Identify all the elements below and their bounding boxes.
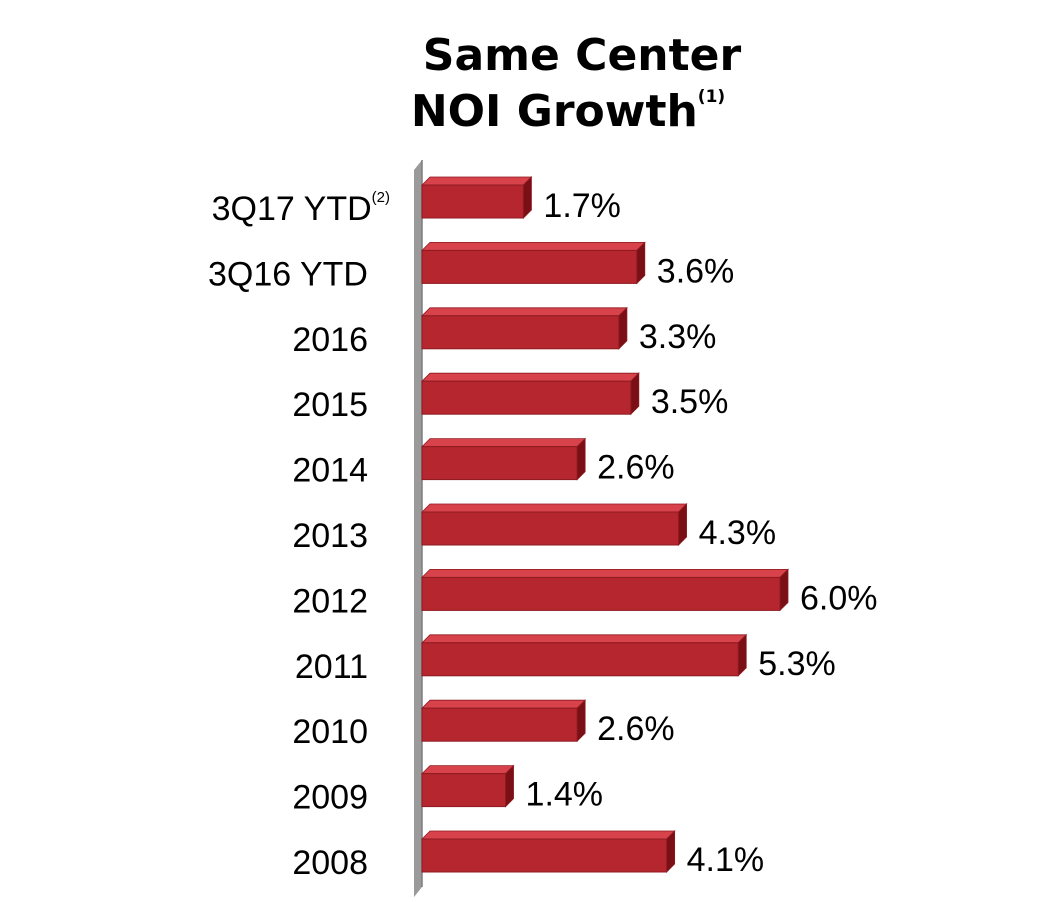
category-label-text: 2012 (292, 582, 368, 620)
bar-top-face (421, 372, 640, 382)
category-label-text: 2008 (292, 844, 368, 882)
bar-front-face (421, 249, 638, 284)
bar-top-face (421, 569, 789, 578)
value-label: 1.4% (526, 776, 604, 814)
value-label: 3.5% (651, 383, 729, 421)
value-label: 3.6% (657, 252, 735, 290)
value-label: 6.0% (800, 579, 878, 617)
value-label: 3.3% (639, 318, 717, 356)
category-label-text: 2013 (292, 517, 368, 555)
value-label: 4.3% (699, 514, 777, 552)
bar-front-face (421, 642, 739, 677)
category-label: 2012 (292, 582, 368, 620)
category-label: 2008 (292, 844, 368, 882)
bar (421, 241, 646, 285)
bar-top-face (421, 765, 515, 774)
category-label-text: 3Q16 YTD (208, 255, 368, 293)
category-label-text: 3Q17 YTD (212, 190, 372, 228)
bar-top-face (421, 830, 676, 840)
category-label: 2011 (295, 648, 368, 686)
chart-title: Same Center NOI Growth(1) (411, 30, 742, 137)
bar-top-face (421, 438, 587, 448)
bar (421, 503, 688, 546)
category-label: 2010 (292, 713, 368, 751)
bar (421, 372, 640, 416)
bar (421, 633, 748, 677)
value-label: 4.1% (687, 841, 765, 879)
value-label: 5.3% (758, 645, 836, 683)
bar-top-face (421, 241, 646, 251)
category-label-text: 2010 (292, 713, 368, 751)
bar (421, 568, 789, 612)
bar (421, 176, 533, 219)
chart-title-line-2-text: NOI Growth (411, 86, 698, 137)
bar-front-face (421, 773, 507, 808)
bar-top-face (421, 699, 587, 709)
category-label-text: 2014 (292, 452, 368, 490)
category-label: 2016 (292, 321, 368, 359)
axis-wall (414, 160, 422, 897)
category-label: 2013 (292, 517, 368, 555)
bar-front-face (421, 707, 578, 742)
category-label: 3Q17 YTD(2) (212, 189, 390, 228)
bar-top-face (421, 634, 748, 644)
bars (421, 176, 789, 873)
bar-front-face (421, 511, 680, 546)
bar (421, 764, 515, 808)
value-label: 1.7% (543, 187, 621, 225)
category-label-text: 2016 (292, 321, 368, 359)
bar-front-face (421, 184, 524, 219)
category-label: 2014 (292, 452, 368, 490)
category-label: 2009 (292, 779, 368, 817)
labels: 1.7% 3Q17 YTD(2) 3.6% 3Q16 YTD 3.3% 2016 3.5% 2… (208, 187, 878, 882)
chart-title-footnote: (1) (698, 87, 725, 107)
category-label: 2015 (292, 386, 368, 424)
category-axis (414, 160, 423, 897)
chart-title-line-1: Same Center (423, 30, 742, 81)
category-footnote: (2) (372, 189, 390, 206)
bar (421, 306, 628, 350)
value-label: 2.6% (597, 449, 675, 487)
bar (421, 699, 587, 743)
bar-front-face (421, 446, 578, 481)
bar-front-face (421, 315, 620, 350)
category-label-text: 2015 (292, 386, 368, 424)
bar (421, 830, 676, 873)
bar-front-face (421, 576, 781, 611)
bar-top-face (421, 307, 628, 317)
chart-title-line-2: NOI Growth(1) (411, 86, 725, 137)
category-label-text: 2011 (295, 648, 368, 686)
category-label-text: 2009 (292, 779, 368, 817)
bar (421, 437, 587, 481)
bar-front-face (421, 838, 668, 873)
value-label: 2.6% (597, 710, 675, 748)
bar-top-face (421, 503, 688, 513)
bar-top-face (421, 176, 533, 186)
bar-front-face (421, 380, 632, 415)
category-label: 3Q16 YTD (208, 255, 368, 293)
